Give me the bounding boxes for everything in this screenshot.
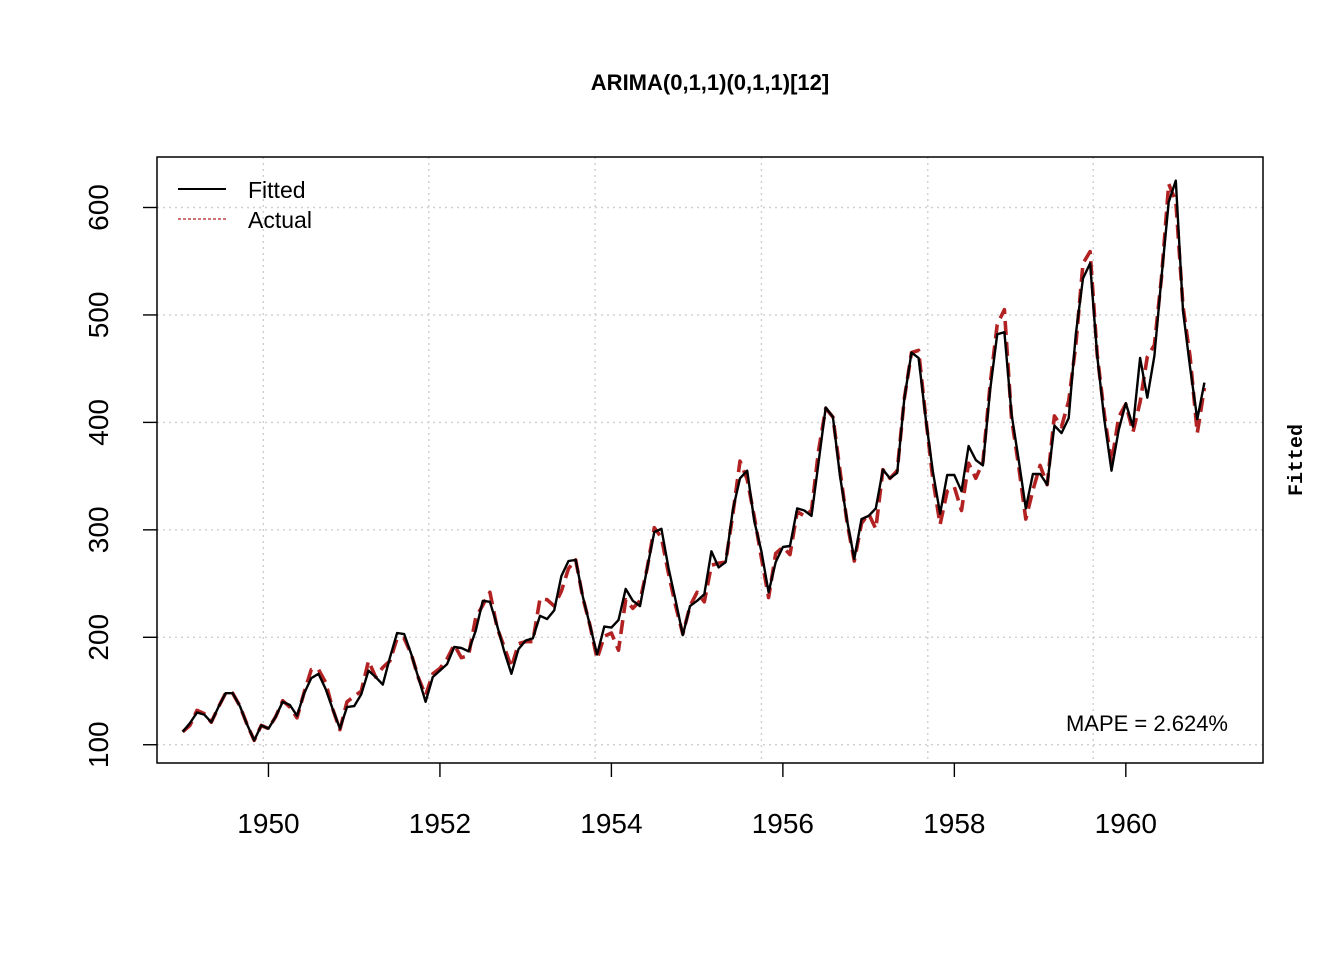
y-axis: 100 200 300 400 500 600 — [83, 184, 157, 768]
legend-label-fitted: Fitted — [248, 177, 306, 203]
y-tick-label: 600 — [83, 184, 114, 231]
x-tick-label: 1960 — [1095, 808, 1157, 839]
chart-title: ARIMA(0,1,1)(0,1,1)[12] — [591, 70, 829, 95]
x-axis: 1950 1952 1954 1956 1958 1960 — [237, 763, 1157, 839]
y-tick-label: 400 — [83, 399, 114, 446]
y-tick-label: 300 — [83, 506, 114, 553]
x-tick-label: 1956 — [752, 808, 814, 839]
plot-frame — [156, 156, 1264, 764]
grid-horizontal — [157, 206, 1263, 746]
y-tick-label: 500 — [83, 292, 114, 339]
x-tick-label: 1950 — [237, 808, 299, 839]
series-line-fitted — [181, 179, 1206, 742]
x-tick-label: 1958 — [923, 808, 985, 839]
grid-vertical — [262, 157, 1094, 763]
mape-annotation: MAPE = 2.624% — [1066, 711, 1228, 736]
y-tick-label: 200 — [83, 614, 114, 661]
x-tick-label: 1952 — [409, 808, 471, 839]
series-layer — [181, 179, 1207, 743]
legend: Fitted Actual — [178, 177, 312, 233]
y-tick-label: 100 — [83, 721, 114, 768]
legend-label-actual: Actual — [248, 207, 312, 233]
right-axis-label: Fitted — [1286, 424, 1309, 496]
series-line-actual — [181, 182, 1207, 743]
x-tick-label: 1954 — [580, 808, 642, 839]
